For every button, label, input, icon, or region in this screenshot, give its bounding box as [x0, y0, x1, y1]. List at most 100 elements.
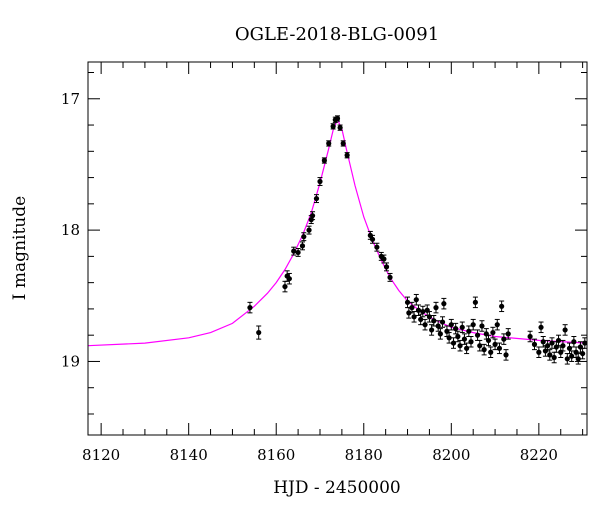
point-marker: [455, 333, 461, 340]
point-marker: [406, 310, 412, 316]
x-axis-label: HJD - 2450000: [273, 478, 401, 498]
point-marker: [374, 244, 380, 250]
point-marker: [429, 327, 435, 333]
point-marker: [387, 274, 393, 280]
data-point: [291, 246, 297, 256]
point-marker: [321, 157, 327, 164]
point-marker: [317, 178, 323, 185]
point-marker: [446, 335, 452, 341]
data-point: [422, 318, 428, 331]
point-marker: [496, 345, 503, 351]
point-marker: [418, 316, 424, 323]
point-marker: [527, 333, 533, 340]
data-point: [439, 316, 446, 328]
point-marker: [549, 340, 555, 346]
data-point: [301, 232, 307, 242]
point-marker: [420, 308, 426, 315]
data-point: [468, 335, 474, 348]
point-marker: [479, 323, 485, 329]
point-marker: [383, 264, 390, 270]
data-point: [413, 293, 419, 306]
data-point: [555, 334, 562, 347]
point-marker: [334, 115, 341, 122]
point-marker: [580, 350, 586, 357]
y-axis-label: I magnitude: [10, 196, 30, 300]
data-point: [313, 194, 320, 204]
point-marker: [464, 345, 470, 351]
x-tick-label: 8120: [82, 446, 120, 464]
point-marker: [571, 339, 577, 345]
data-point: [464, 342, 470, 355]
point-marker: [433, 305, 439, 311]
data-point: [453, 322, 459, 335]
data-point: [426, 311, 433, 323]
point-marker: [431, 318, 437, 324]
data-point: [470, 318, 476, 331]
data-point: [566, 342, 573, 355]
data-point: [286, 272, 292, 285]
x-tick-label: 8180: [345, 446, 383, 464]
point-marker: [499, 303, 505, 309]
point-marker: [337, 125, 343, 131]
point-marker: [547, 352, 553, 358]
data-point: [564, 353, 570, 365]
data-point: [441, 297, 447, 310]
model-layer: [88, 118, 587, 347]
data-point: [369, 234, 376, 244]
data-point: [481, 343, 487, 356]
point-marker: [439, 319, 446, 325]
data-point: [562, 324, 568, 336]
point-marker: [494, 322, 500, 328]
point-marker: [562, 327, 568, 333]
x-tick-label: 8140: [170, 446, 208, 464]
data-point: [309, 211, 316, 221]
point-marker: [472, 299, 478, 305]
data-point: [501, 333, 507, 345]
y-tick-label: 17: [61, 90, 80, 108]
data-point: [569, 350, 575, 362]
point-marker: [481, 347, 487, 353]
data-point: [337, 124, 343, 131]
point-marker: [490, 329, 496, 336]
point-marker: [413, 297, 419, 303]
point-marker: [545, 343, 551, 349]
data-point: [344, 152, 350, 159]
data-point: [477, 339, 483, 352]
data-point: [415, 304, 422, 316]
point-marker: [291, 248, 297, 254]
data-point: [496, 342, 503, 355]
data-point: [446, 332, 452, 344]
data-point: [437, 328, 443, 340]
point-marker: [306, 227, 312, 233]
data-point: [499, 300, 505, 313]
point-marker: [344, 152, 350, 158]
model-curve: [88, 118, 587, 347]
data-point: [247, 301, 253, 314]
data-point: [383, 262, 390, 272]
point-marker: [282, 283, 288, 290]
point-marker: [437, 331, 443, 337]
data-point: [560, 339, 566, 352]
point-marker: [247, 305, 253, 311]
data-point: [549, 337, 555, 349]
point-marker: [501, 336, 507, 342]
point-marker: [313, 195, 320, 202]
data-point: [431, 314, 437, 327]
data-point: [317, 177, 323, 186]
point-marker: [369, 236, 376, 242]
point-marker: [560, 343, 566, 349]
data-point: [448, 318, 454, 331]
data-point: [374, 242, 380, 252]
point-marker: [453, 326, 459, 332]
point-marker: [488, 349, 494, 355]
data-point: [479, 320, 485, 332]
point-marker: [381, 256, 387, 262]
data-point: [547, 349, 553, 361]
x-tick-label: 8200: [432, 446, 470, 464]
data-point: [571, 335, 577, 348]
point-marker: [459, 324, 465, 330]
point-marker: [309, 213, 316, 219]
point-marker: [326, 140, 332, 147]
plot-area: [88, 115, 587, 365]
